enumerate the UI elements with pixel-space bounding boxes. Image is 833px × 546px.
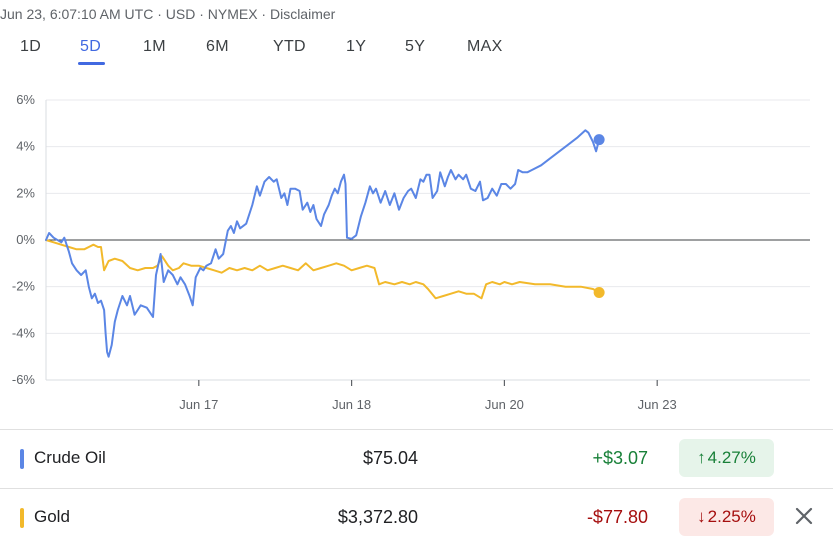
chart-header: Jun 23, 6:07:10 AM UTC · USD · NYMEX · D… xyxy=(0,6,336,22)
arrow-down-icon: ↓ xyxy=(697,507,706,526)
crude-oil-color-swatch xyxy=(20,449,24,469)
gold-color-swatch xyxy=(20,508,24,528)
tab-1y[interactable]: 1Y xyxy=(346,38,367,55)
price-chart[interactable]: 6% 4% 2% 0% -2% -4% -6% Jun 17 Jun 18 Jun 20 Jun 2… xyxy=(0,80,833,420)
gold-series-line xyxy=(45,239,601,300)
tab-5d[interactable]: 5D xyxy=(80,38,102,55)
x-tick-label: Jun 23 xyxy=(638,397,677,412)
gold-row[interactable]: Gold $3,372.80 -$77.80 ↓ 2.25% xyxy=(0,488,833,546)
crude-oil-price: $75.04 xyxy=(362,448,418,468)
active-tab-indicator xyxy=(78,62,105,65)
tab-6m[interactable]: 6M xyxy=(206,38,229,55)
y-tick-label: 6% xyxy=(16,92,35,107)
crude-oil-row[interactable]: Crude Oil $75.04 +$3.07 ↑ 4.27% xyxy=(0,429,833,487)
gold-price: $3,372.80 xyxy=(337,507,418,527)
tab-1m[interactable]: 1M xyxy=(143,38,166,55)
arrow-up-icon: ↑ xyxy=(697,448,706,467)
x-tick-label: Jun 17 xyxy=(179,397,218,412)
gold-name: Gold xyxy=(34,507,70,526)
gold-change: -$77.80 xyxy=(586,507,648,527)
y-tick-label: 4% xyxy=(16,139,35,154)
tab-ytd[interactable]: YTD xyxy=(273,38,306,55)
gold-percent-badge: ↓ 2.25% xyxy=(679,498,774,536)
y-tick-label: -6% xyxy=(12,372,36,387)
crude-oil-percent-badge: ↑ 4.27% xyxy=(679,439,774,477)
y-tick-label: 2% xyxy=(16,185,35,200)
x-tick-label: Jun 20 xyxy=(485,397,524,412)
x-tick-label: Jun 18 xyxy=(332,397,371,412)
crude-oil-change: +$3.07 xyxy=(592,448,648,468)
row-divider xyxy=(0,488,833,489)
crude-oil-name: Crude Oil xyxy=(34,448,106,467)
gold-end-marker xyxy=(593,287,605,298)
y-tick-label: -4% xyxy=(12,325,36,340)
y-tick-label: 0% xyxy=(16,232,35,247)
crude-oil-end-marker xyxy=(593,134,605,146)
tab-max[interactable]: MAX xyxy=(467,38,503,55)
row-divider xyxy=(0,429,833,430)
close-icon[interactable] xyxy=(793,505,815,527)
tab-5y[interactable]: 5Y xyxy=(405,38,426,55)
tab-1d[interactable]: 1D xyxy=(20,38,42,55)
crude-oil-series-line xyxy=(45,129,601,358)
gold-percent: 2.25% xyxy=(707,507,756,526)
crude-oil-percent: 4.27% xyxy=(707,448,756,467)
y-tick-label: -2% xyxy=(12,279,36,294)
